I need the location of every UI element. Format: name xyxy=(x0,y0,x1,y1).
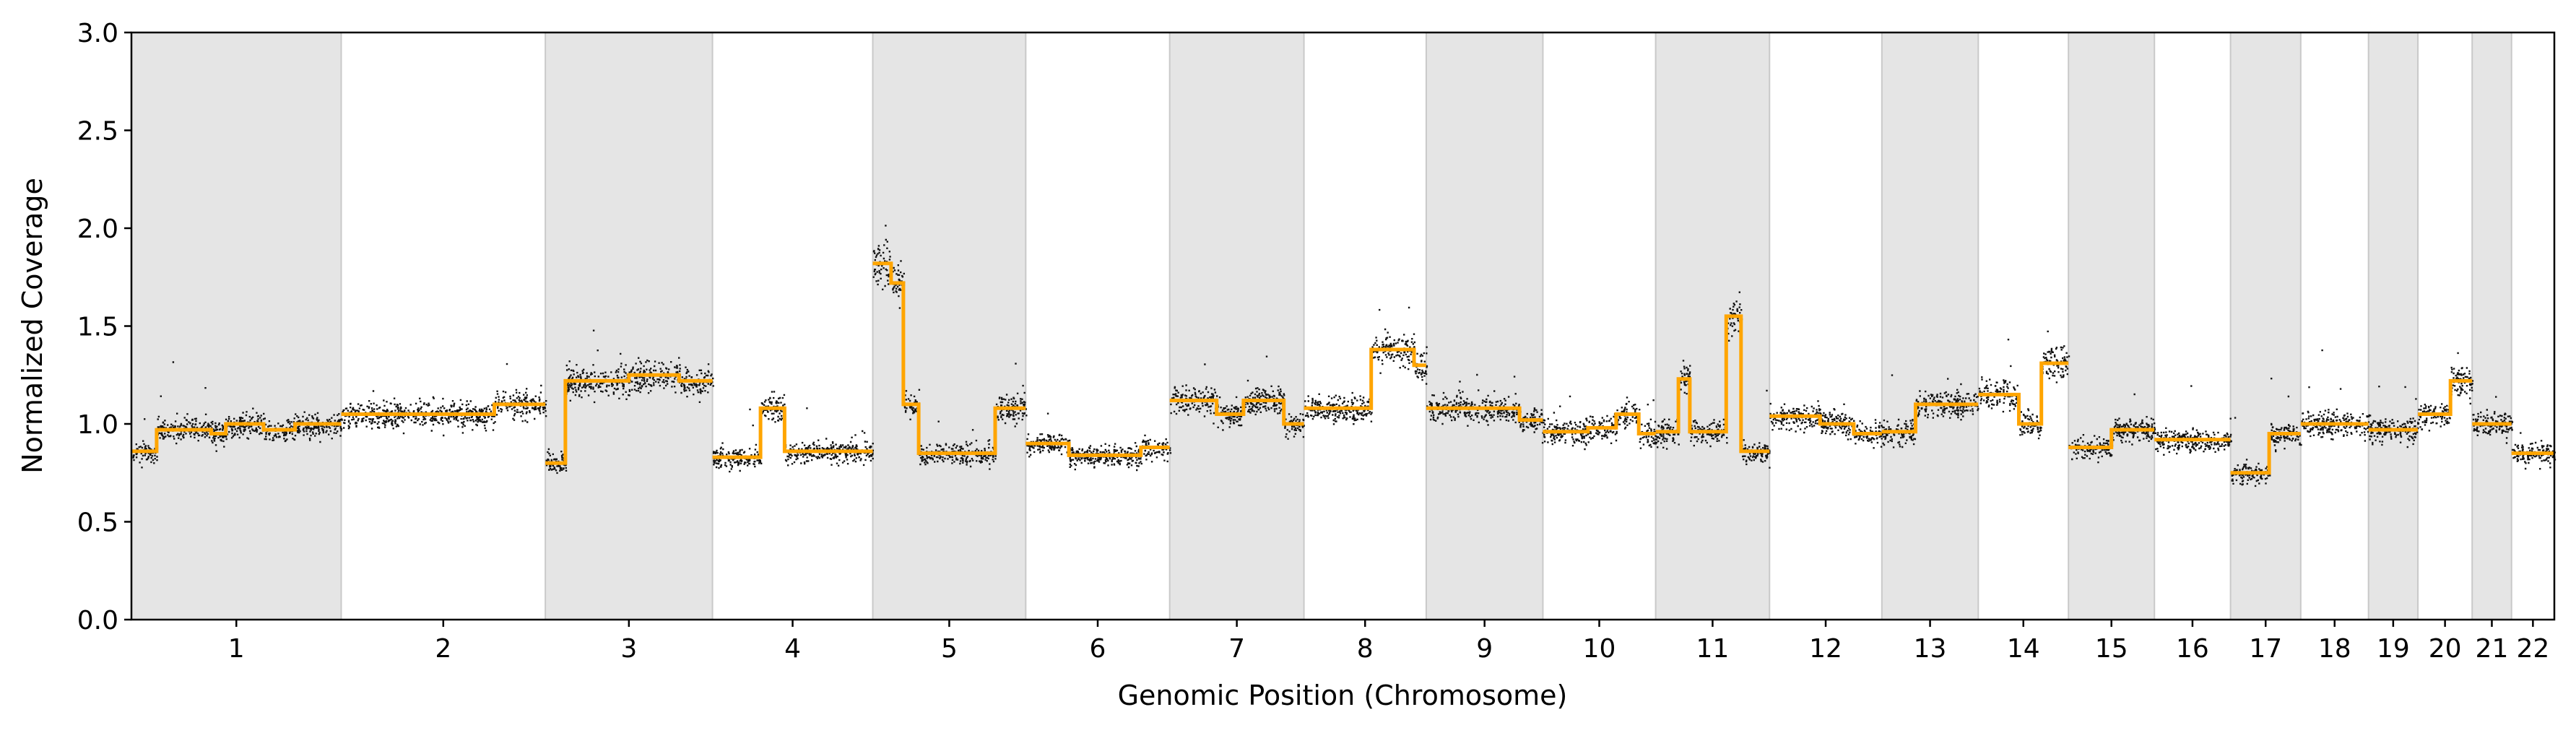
x-tick-label-chr-6: 6 xyxy=(1090,634,1106,664)
points-chr-8 xyxy=(1304,306,1428,425)
x-tick-label-chr-9: 9 xyxy=(1476,634,1493,664)
band-chr-7 xyxy=(1168,32,1305,620)
points-chr-5 xyxy=(872,225,1028,470)
points-chr-14 xyxy=(1978,330,2070,440)
x-tick-label-chr-17: 17 xyxy=(2249,634,2282,664)
band-chr-15 xyxy=(2068,32,2156,620)
chromosome-bands xyxy=(131,32,2512,620)
points-chr-16 xyxy=(2154,385,2232,456)
segment-chr-20 xyxy=(2418,378,2473,416)
points-chr-13 xyxy=(1882,374,1979,448)
x-tick-label-chr-3: 3 xyxy=(620,634,637,664)
x-tick-label-chr-20: 20 xyxy=(2429,634,2462,664)
band-chr-21 xyxy=(2471,32,2512,620)
points-chr-12 xyxy=(1769,400,1884,449)
segment-chr-5 xyxy=(872,261,1026,456)
segment-chr-15 xyxy=(2068,428,2155,449)
x-tick-label-chr-19: 19 xyxy=(2377,634,2410,664)
x-tick-label-chr-12: 12 xyxy=(1809,634,1842,664)
points-chr-18 xyxy=(2301,349,2370,442)
x-tick-label-chr-10: 10 xyxy=(1583,634,1616,664)
y-tick-label: 3.0 xyxy=(77,19,118,48)
x-axis: 1 2 3 4 5 6 7 8 9 10 11 12 13 14 15 16 17 18 19 20 21 22 xyxy=(228,620,2549,664)
x-tick-label-chr-14: 14 xyxy=(2007,634,2040,664)
x-tick-label-chr-2: 2 xyxy=(435,634,451,664)
band-chr-3 xyxy=(545,32,714,620)
y-tick-label: 0.5 xyxy=(77,508,118,538)
x-tick-label-chr-4: 4 xyxy=(784,634,801,664)
points-chr-22 xyxy=(2511,432,2557,470)
y-tick-label: 2.5 xyxy=(77,117,118,147)
band-chr-11 xyxy=(1655,32,1771,620)
x-tick-label-chr-7: 7 xyxy=(1228,634,1245,664)
x-tick-label-chr-8: 8 xyxy=(1357,634,1374,664)
coverage-points xyxy=(132,225,2557,487)
segment-chr-13 xyxy=(1881,402,1979,434)
segment-chr-8 xyxy=(1304,347,1426,410)
x-tick-label-chr-21: 21 xyxy=(2476,634,2509,664)
points-chr-20 xyxy=(2418,352,2474,432)
x-axis-label: Genomic Position (Chromosome) xyxy=(1118,680,1568,711)
segment-chr-12 xyxy=(1769,414,1882,435)
band-chr-5 xyxy=(872,32,1027,620)
points-chr-21 xyxy=(2472,396,2514,444)
segment-chr-11 xyxy=(1655,314,1770,454)
x-tick-label-chr-1: 1 xyxy=(228,634,245,664)
x-tick-label-chr-13: 13 xyxy=(1914,634,1947,664)
points-chr-10 xyxy=(1543,395,1657,451)
segment-chr-3 xyxy=(545,373,713,465)
segment-chr-9 xyxy=(1426,406,1543,422)
segment-chr-10 xyxy=(1543,412,1656,435)
segment-chr-17 xyxy=(2230,432,2301,475)
x-tick-label-chr-5: 5 xyxy=(941,634,958,664)
band-chr-9 xyxy=(1425,32,1544,620)
segment-chr-7 xyxy=(1169,399,1304,426)
y-tick-label: 0.0 xyxy=(77,606,118,636)
x-tick-label-chr-15: 15 xyxy=(2095,634,2128,664)
points-chr-7 xyxy=(1170,355,1305,440)
points-chr-4 xyxy=(712,391,874,473)
points-chr-6 xyxy=(1026,412,1172,472)
segment-chr-1 xyxy=(131,422,342,454)
segment-lines xyxy=(131,261,2554,475)
x-tick-label-chr-18: 18 xyxy=(2318,634,2351,664)
x-tick-label-chr-22: 22 xyxy=(2516,634,2549,664)
y-axis: 0.0 0.5 1.0 1.5 2.0 2.5 3.0 xyxy=(77,19,131,636)
y-axis-label: Normalized Coverage xyxy=(17,178,48,474)
band-chr-17 xyxy=(2229,32,2302,620)
y-tick-label: 2.0 xyxy=(77,214,118,244)
plot-frame xyxy=(130,31,2556,621)
segment-chr-6 xyxy=(1025,441,1170,457)
band-chr-13 xyxy=(1881,32,1979,620)
segment-chr-14 xyxy=(1978,361,2069,426)
band-chr-19 xyxy=(2367,32,2419,620)
points-chr-2 xyxy=(342,363,547,437)
y-tick-label: 1.0 xyxy=(77,410,118,440)
segment-chr-2 xyxy=(341,402,546,416)
segment-chr-4 xyxy=(712,406,873,459)
points-chr-3 xyxy=(545,329,714,474)
x-tick-label-chr-11: 11 xyxy=(1696,634,1730,664)
y-tick-label: 1.5 xyxy=(77,313,118,342)
x-tick-label-chr-16: 16 xyxy=(2176,634,2209,664)
band-chr-1 xyxy=(131,32,342,620)
